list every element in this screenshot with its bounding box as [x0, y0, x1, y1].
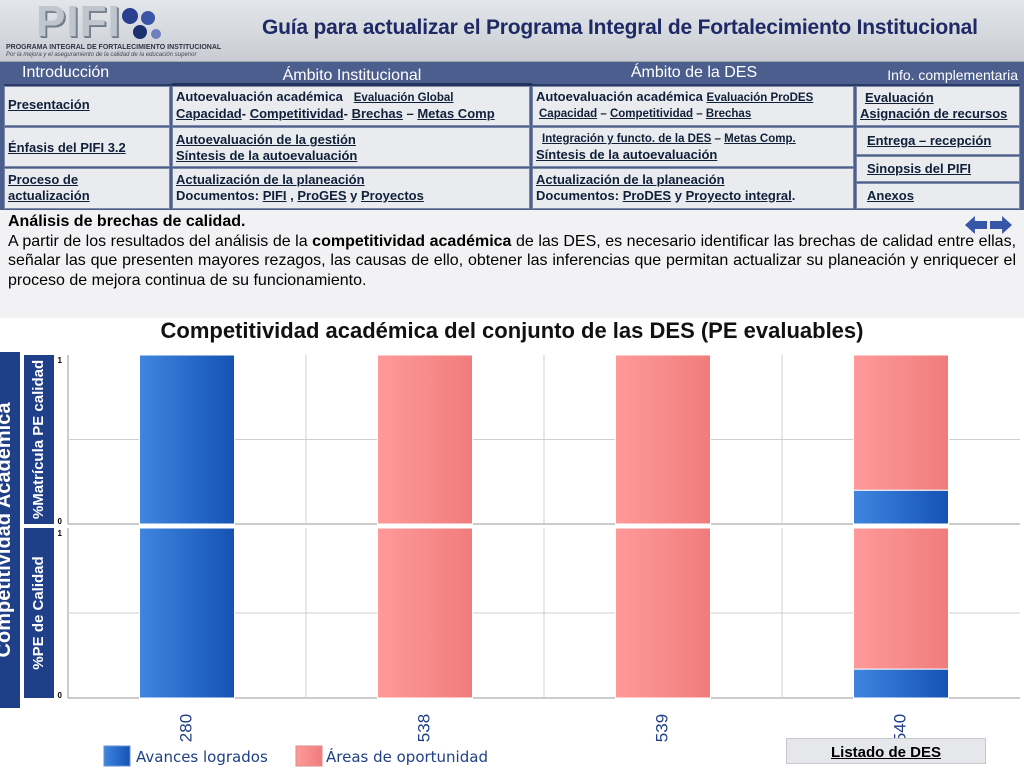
nav-item-inst-autoevaluacion-academica[interactable]: Autoevaluación académica Evaluación Glob… — [172, 86, 530, 126]
description-text: A partir de los resultados del análisis … — [8, 232, 1017, 289]
bar — [139, 354, 235, 525]
navigation-arrows — [965, 216, 1012, 234]
x-tick-label: 540 — [890, 714, 909, 742]
x-tick-label: 539 — [652, 714, 671, 742]
nav-item-des-autoevaluacion-academica[interactable]: Autoevaluación académica Evaluación ProD… — [532, 86, 854, 126]
nav-item-inst-autoevaluacion-gestion[interactable]: Autoevaluación de la gestión Síntesis de… — [172, 127, 530, 167]
nav-item-des-integracion[interactable]: Integración y functo. de la DES – Metas … — [532, 127, 854, 167]
bar — [853, 354, 949, 491]
chart-title: Competitividad académica del conjunto de… — [160, 318, 864, 343]
link-asignacion-recursos[interactable]: Asignación de recursos — [860, 106, 1008, 121]
link-des-brechas[interactable]: Brechas — [705, 108, 752, 120]
link-des-competitividad[interactable]: Competitividad — [609, 108, 694, 120]
y-tick-label: 0 — [58, 517, 63, 526]
page-title: Guía para actualizar el Programa Integra… — [262, 16, 978, 39]
link-metas-comp[interactable]: Metas Comp — [417, 106, 495, 121]
listado-des-link[interactable]: Listado de DES — [786, 738, 986, 764]
link-proyecto-integral[interactable]: Proyecto integral — [685, 188, 792, 203]
bar — [853, 489, 949, 525]
description-title: Análisis de brechas de calidad. — [8, 213, 246, 230]
link-brechas[interactable]: Brechas — [351, 106, 403, 121]
bar — [853, 668, 949, 699]
link-pifi[interactable]: PIFI — [262, 188, 287, 203]
pifi-logo: PIFI — [36, 0, 121, 46]
link-des-metas-comp[interactable]: Metas Comp. — [724, 133, 796, 145]
legend-swatch-avances — [103, 745, 131, 767]
side-label: Competitividad Académica — [0, 402, 15, 658]
logo-tagline: Por la mejora y el aseguramiento de la c… — [6, 52, 197, 58]
legend-label-oportunidad: Áreas de oportunidad — [326, 747, 488, 766]
competitividad-chart: Competitividad Académica %Matrícula PE ca… — [0, 352, 1020, 767]
nav-item-proceso-actualizacion[interactable]: Proceso de actualización — [4, 168, 170, 209]
nav-item-entrega-recepcion[interactable]: Entrega – recepción — [856, 127, 1020, 155]
link-proyectos[interactable]: Proyectos — [360, 188, 424, 203]
bar — [377, 354, 473, 525]
legend-swatch-oportunidad — [295, 745, 323, 767]
link-prodes[interactable]: ProDES — [622, 188, 672, 203]
link-evaluacion-global[interactable]: Evaluación Global — [353, 92, 454, 104]
side-label-band — [0, 352, 20, 708]
bar — [615, 527, 711, 699]
panel-ylabel-band — [24, 528, 54, 698]
link-des-capacidad[interactable]: Capacidad — [539, 108, 598, 120]
bar — [139, 527, 235, 699]
nav-heading-introduccion[interactable]: Introducción — [4, 64, 172, 86]
y-tick-label: 1 — [58, 529, 63, 538]
nav-item-enfasis[interactable]: Énfasis del PIFI 3.2 — [4, 127, 170, 167]
back-arrow-icon[interactable] — [965, 216, 987, 234]
nav-item-presentacion[interactable]: Presentación — [4, 86, 170, 126]
legend-label-avances: Avances logrados — [136, 748, 268, 766]
nav-item-inst-actualizacion[interactable]: Actualización de la planeación Documento… — [172, 168, 530, 209]
x-tick-label: 280 — [176, 714, 195, 742]
x-tick-label: 538 — [414, 714, 433, 742]
logo-dots-icon — [122, 8, 161, 39]
nav-item-des-actualizacion[interactable]: Actualización de la planeación Documento… — [532, 168, 854, 209]
link-evaluacion-prodes[interactable]: Evaluación ProDES — [706, 92, 814, 104]
y-tick-label: 0 — [58, 691, 63, 700]
forward-arrow-icon[interactable] — [990, 216, 1012, 234]
nav-heading-ambito-des[interactable]: Ámbito de la DES — [532, 64, 856, 86]
panel-ylabel: %PE de Calidad — [30, 556, 47, 669]
link-capacidad[interactable]: Capacidad — [176, 106, 242, 121]
nav-heading-ambito-institucional[interactable]: Ámbito Institucional — [172, 64, 532, 86]
nav-item-anexos[interactable]: Anexos — [856, 183, 1020, 209]
link-competitividad[interactable]: Competitividad — [249, 106, 344, 121]
link-proges[interactable]: ProGES — [297, 188, 347, 203]
nav-item-sinopsis[interactable]: Sinopsis del PIFI — [856, 156, 1020, 182]
navigation-grid: Introducción Ámbito Institucional Ámbito… — [0, 62, 1024, 210]
bar — [377, 527, 473, 699]
panel-ylabel-band — [24, 355, 54, 524]
page-header: PIFI PROGRAMA INTEGRAL DE FORTALECIMIENT… — [0, 0, 1024, 62]
description-panel: Análisis de brechas de calidad. A partir… — [0, 210, 1024, 318]
bar — [615, 354, 711, 525]
logo-subtitle: PROGRAMA INTEGRAL DE FORTALECIMIENTO INS… — [6, 44, 222, 51]
y-tick-label: 1 — [58, 356, 63, 365]
nav-heading-info-complementaria[interactable]: Info. complementaria — [856, 64, 1020, 86]
nav-item-evaluacion[interactable]: Evaluación Asignación de recursos — [856, 86, 1020, 126]
panel-ylabel: %Matrícula PE calidad — [30, 360, 47, 519]
bar — [853, 527, 949, 670]
